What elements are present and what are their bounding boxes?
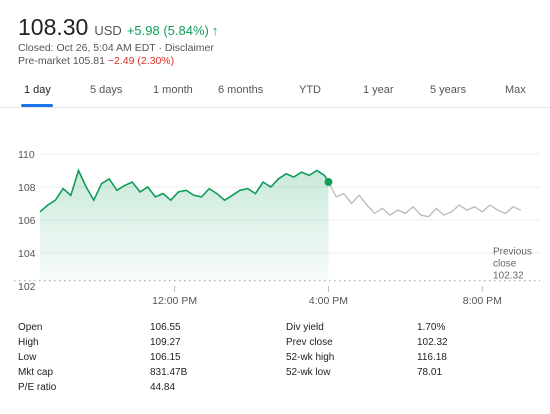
premarket-change: −2.49 (2.30%) bbox=[107, 55, 175, 67]
stat-label-mkt-cap: Mkt cap bbox=[18, 367, 54, 378]
up-arrow-icon: ↑ bbox=[211, 23, 219, 38]
stat-label-div-yield: Div yield bbox=[286, 322, 324, 333]
regular-session-area bbox=[40, 170, 329, 281]
tab-5-years[interactable]: 5 years bbox=[430, 84, 467, 96]
stat-value-52wk-high: 116.18 bbox=[417, 352, 447, 363]
stat-label-pe-ratio: P/E ratio bbox=[18, 382, 57, 393]
premarket-price: Pre-market 105.81 bbox=[18, 55, 105, 67]
tab-ytd[interactable]: YTD bbox=[299, 84, 321, 96]
regular-session-line bbox=[39, 168, 330, 213]
premarket-line: Pre-market 105.81 −2.49 (2.30%) bbox=[18, 55, 174, 67]
stat-label-52wk-high: 52-wk high bbox=[286, 352, 335, 363]
previous-close-label: close bbox=[493, 259, 517, 270]
stat-value-52wk-low: 78.01 bbox=[417, 367, 443, 378]
y-tick-label: 110 bbox=[18, 149, 35, 161]
closed-timestamp[interactable]: Closed: Oct 26, 5:04 AM EDT · Disclaimer bbox=[18, 42, 214, 54]
tabs-divider bbox=[0, 107, 550, 108]
y-tick-label: 108 bbox=[18, 182, 36, 194]
after-hours-line bbox=[327, 181, 522, 218]
y-tick-label: 104 bbox=[18, 248, 36, 260]
stat-label-prev-close: Prev close bbox=[286, 337, 333, 348]
stat-value-high: 109.27 bbox=[150, 337, 181, 348]
x-tick-label: 12:00 PM bbox=[152, 295, 197, 307]
stat-value-open: 106.55 bbox=[150, 322, 181, 333]
stat-value-pe-ratio: 44.84 bbox=[150, 382, 176, 393]
stat-label-low: Low bbox=[18, 352, 37, 363]
stat-value-mkt-cap: 831.47B bbox=[150, 367, 188, 378]
active-tab-indicator bbox=[21, 104, 53, 107]
stat-label-52wk-low: 52-wk low bbox=[286, 367, 331, 378]
stat-value-prev-close: 102.32 bbox=[417, 337, 448, 348]
y-tick-label: 106 bbox=[18, 215, 36, 227]
tab-1-year[interactable]: 1 year bbox=[363, 84, 394, 96]
quote-header: 108.30 USD +5.98 (5.84%) ↑ bbox=[18, 14, 218, 41]
stat-label-high: High bbox=[18, 337, 39, 348]
y-tick-label: 102 bbox=[18, 281, 36, 293]
x-tick-label: 8:00 PM bbox=[463, 295, 502, 307]
x-tick-label: 4:00 PM bbox=[309, 295, 348, 307]
market-close-marker bbox=[324, 178, 333, 187]
tab-6-months[interactable]: 6 months bbox=[218, 84, 264, 96]
price-change: +5.98 (5.84%) bbox=[126, 23, 209, 38]
previous-close-label: Previous bbox=[493, 247, 532, 258]
currency-code: USD bbox=[94, 23, 122, 38]
previous-close-value: 102.32 bbox=[493, 271, 524, 282]
stat-value-low: 106.15 bbox=[150, 352, 181, 363]
tab-max[interactable]: Max bbox=[505, 84, 526, 96]
range-tabs: 1 day 5 days 1 month 6 months YTD 1 year… bbox=[0, 76, 550, 106]
tab-1-day[interactable]: 1 day bbox=[24, 84, 51, 96]
current-price: 108.30 bbox=[18, 14, 89, 40]
tab-1-month[interactable]: 1 month bbox=[153, 84, 193, 96]
stat-label-open: Open bbox=[18, 322, 43, 333]
tab-5-days[interactable]: 5 days bbox=[90, 84, 123, 96]
stat-value-div-yield: 1.70% bbox=[417, 322, 446, 333]
